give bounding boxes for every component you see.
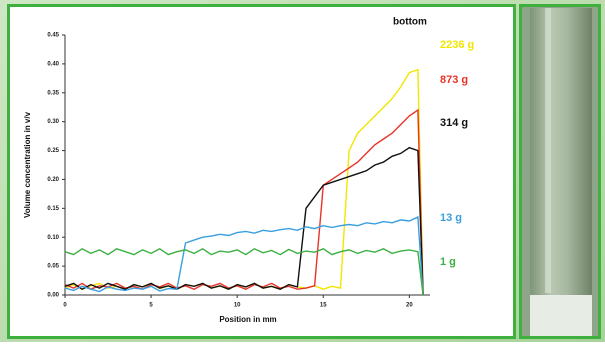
y-tick-label: 0.35 [47,90,59,96]
plot: 0.00 0.05 0.10 0.15 0.20 0.25 0.30 0.35 0.40 0.45… [47,33,474,309]
series-line [64,108,424,296]
y-tick-label: 0.20 [47,177,59,183]
chart-frame [7,4,516,339]
sediment [530,295,592,336]
x-tick-label: 10 [234,303,241,309]
y-axis-title: Volume concentration in v/v [23,111,32,218]
x-axis-title: Position in mm [219,315,276,324]
x-tick-label: 0 [63,303,67,309]
tube-highlight [545,8,551,293]
y-tick-label: 0.40 [47,61,59,67]
series-label: 2236 g [440,39,474,51]
y-tick-label: 0.45 [47,33,59,39]
y-tick-label: 0.05 [47,264,59,270]
photo-panel [519,4,601,339]
series-label: 873 g [440,74,468,86]
y-tick-label: 0.00 [47,293,59,299]
series-line [64,247,424,296]
tube [530,8,592,336]
y-tick-label: 0.30 [47,119,59,125]
series-label: 13 g [440,212,462,224]
series-line [64,146,424,296]
x-tick-label: 20 [406,303,413,309]
x-tick-label: 5 [149,303,153,309]
annotation: bottom [393,17,427,28]
y-tick-label: 0.25 [47,148,59,154]
y-tick-label: 0.15 [47,206,59,212]
series-label: 1 g [440,256,456,268]
series-line [64,215,424,296]
y-tick-label: 0.10 [47,235,59,241]
x-tick-label: 15 [320,303,327,309]
series-label: 314 g [440,117,468,129]
